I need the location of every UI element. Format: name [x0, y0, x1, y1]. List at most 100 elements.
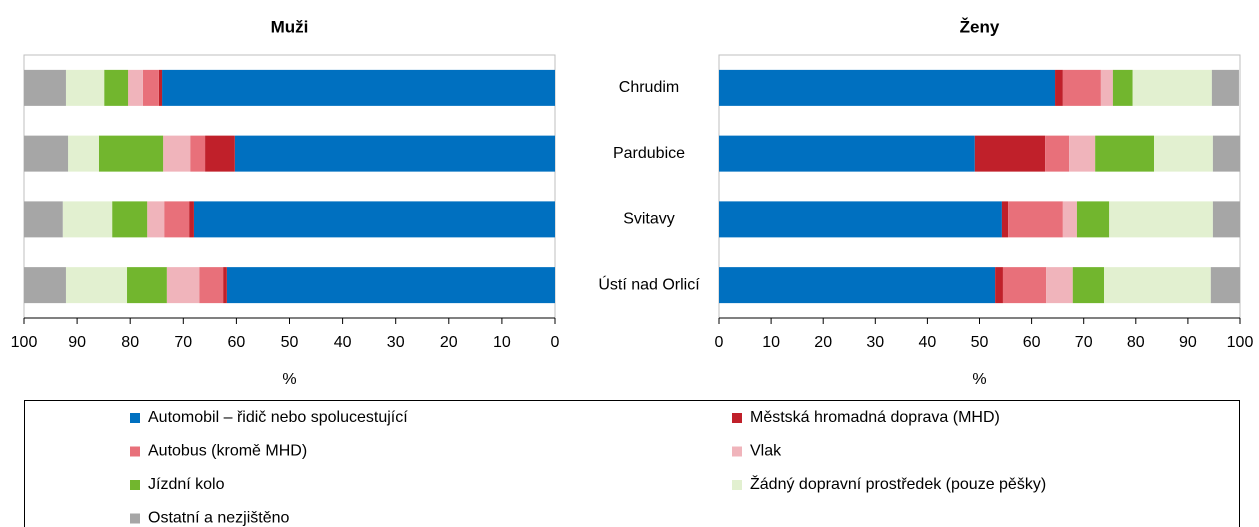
- legend-label: Městská hromadná doprava (MHD): [750, 409, 1000, 426]
- bar-segment: [199, 267, 224, 304]
- bar-segment: [1055, 69, 1063, 106]
- bar-segment: [68, 135, 99, 172]
- bar-segment: [1212, 201, 1240, 238]
- bar-segment: [1001, 201, 1009, 238]
- bar-segment: [166, 267, 200, 304]
- bar-segment: [1104, 267, 1211, 304]
- bar-segment: [1069, 135, 1096, 172]
- bar-segment: [65, 267, 128, 304]
- x-tick-label: 0: [715, 334, 724, 351]
- x-tick-label: 80: [1127, 334, 1145, 351]
- bar-segment: [1132, 69, 1212, 106]
- x-tick-label: 50: [971, 334, 989, 351]
- x-tick-label: 30: [387, 334, 405, 351]
- x-tick-label: 20: [814, 334, 832, 351]
- bar-segment: [1210, 267, 1240, 304]
- legend-swatch: [130, 446, 140, 457]
- bar-segment: [1109, 201, 1213, 238]
- bar-segment: [719, 69, 1056, 106]
- bar-segment: [163, 135, 191, 172]
- x-tick-label: 70: [174, 334, 192, 351]
- chart-title: Muži: [271, 17, 309, 36]
- bar-segment: [223, 267, 227, 304]
- bar-segment: [234, 135, 555, 172]
- x-tick-label: 60: [228, 334, 246, 351]
- bar-segment: [128, 69, 143, 106]
- category-label: Ústí nad Orlicí: [598, 274, 700, 293]
- legend-label: Ostatní a nezjištěno: [148, 510, 290, 527]
- bar-segment: [719, 267, 996, 304]
- legend-label: Žádný dopravní prostředek (pouze pěšky): [750, 474, 1046, 493]
- x-tick-label: 30: [866, 334, 884, 351]
- bar-segment: [1100, 69, 1113, 106]
- legend-swatch: [130, 480, 140, 490]
- bar-segment: [1062, 201, 1077, 238]
- bar-segment: [1046, 267, 1073, 304]
- legend-label: Vlak: [750, 443, 782, 460]
- bar-segment: [112, 201, 148, 238]
- bar-segment: [974, 135, 1046, 172]
- legend-label: Autobus (kromě MHD): [148, 443, 307, 460]
- bar-segment: [62, 201, 113, 238]
- bar-segment: [158, 69, 163, 106]
- legend-label: Automobil – řidič nebo spolucestující: [148, 409, 408, 426]
- legend-swatch: [732, 446, 742, 457]
- x-tick-label: 90: [68, 334, 86, 351]
- bar-segment: [1112, 69, 1133, 106]
- x-tick-label: 50: [281, 334, 299, 351]
- x-tick-label: 100: [11, 334, 38, 351]
- bar-segment: [147, 201, 165, 238]
- x-tick-label: 90: [1179, 334, 1197, 351]
- x-tick-label: 100: [1227, 334, 1254, 351]
- bar-segment: [193, 201, 556, 238]
- bar-segment: [1095, 135, 1155, 172]
- bar-segment: [24, 69, 66, 106]
- bar-segment: [127, 267, 167, 304]
- bar-segment: [1008, 201, 1063, 238]
- x-tick-label: 40: [919, 334, 937, 351]
- x-tick-label: 10: [493, 334, 511, 351]
- bar-segment: [1072, 267, 1105, 304]
- x-axis-label: %: [972, 371, 986, 388]
- bar-segment: [1211, 69, 1239, 106]
- x-tick-label: 60: [1023, 334, 1041, 351]
- bar-segment: [142, 69, 159, 106]
- x-tick-label: 0: [551, 334, 560, 351]
- bar-segment: [24, 135, 69, 172]
- legend-label: Jízdní kolo: [148, 476, 225, 493]
- x-axis-label: %: [282, 371, 296, 388]
- chart-title: Ženy: [960, 17, 1000, 36]
- x-tick-label: 20: [440, 334, 458, 351]
- bar-segment: [1212, 135, 1240, 172]
- bar-segment: [719, 135, 975, 172]
- bar-segment: [205, 135, 235, 172]
- x-tick-label: 10: [762, 334, 780, 351]
- bar-segment: [719, 201, 1002, 238]
- bar-segment: [162, 69, 555, 106]
- legend-swatch: [130, 413, 140, 423]
- category-label: Pardubice: [613, 145, 685, 162]
- category-label: Svitavy: [623, 211, 675, 228]
- bar-segment: [65, 69, 105, 106]
- bar-segment: [24, 201, 63, 238]
- bar-segment: [164, 201, 190, 238]
- legend-frame: [24, 400, 1240, 527]
- bar-segment: [1045, 135, 1070, 172]
- legend-swatch: [130, 513, 140, 524]
- bar-segment: [190, 135, 206, 172]
- legend-swatch: [732, 413, 742, 423]
- x-tick-label: 80: [121, 334, 139, 351]
- legend-swatch: [732, 480, 742, 490]
- bar-segment: [24, 267, 66, 304]
- bar-segment: [189, 201, 194, 238]
- bar-segment: [226, 267, 556, 304]
- x-tick-label: 70: [1075, 334, 1093, 351]
- bar-segment: [1154, 135, 1213, 172]
- bar-segment: [98, 135, 164, 172]
- bar-segment: [995, 267, 1003, 304]
- x-tick-label: 40: [334, 334, 352, 351]
- bar-segment: [1076, 201, 1110, 238]
- bar-segment: [1062, 69, 1101, 106]
- bar-segment: [1002, 267, 1047, 304]
